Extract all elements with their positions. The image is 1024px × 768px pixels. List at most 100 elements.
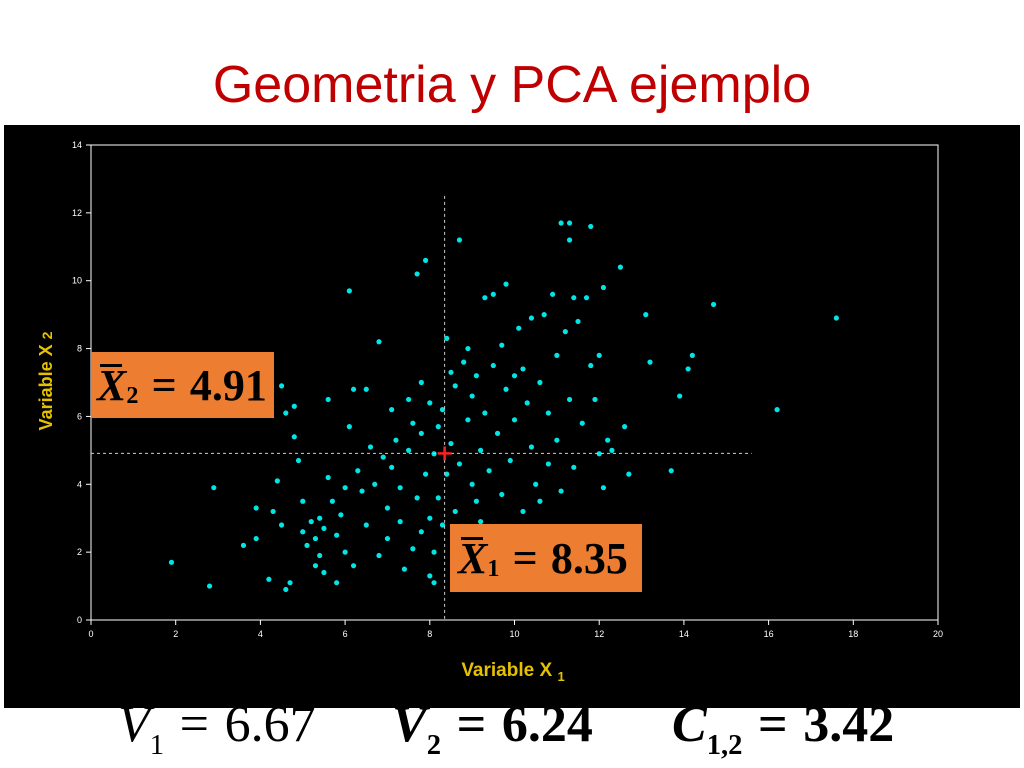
formula-c12-equals: = bbox=[758, 696, 788, 753]
formula-c12-symbol: C bbox=[672, 696, 707, 753]
data-point bbox=[566, 396, 573, 403]
data-point bbox=[274, 478, 280, 484]
data-point bbox=[401, 566, 407, 572]
mean-x2-equals: = bbox=[151, 360, 177, 410]
data-point bbox=[486, 468, 492, 474]
data-point bbox=[596, 352, 602, 358]
y-tick-label: 12 bbox=[72, 208, 82, 218]
y-axis-label-sub: 2 bbox=[39, 331, 55, 339]
data-point bbox=[541, 312, 547, 318]
data-point bbox=[558, 488, 564, 494]
data-point bbox=[321, 569, 327, 576]
data-point bbox=[503, 386, 509, 392]
data-point bbox=[253, 505, 259, 511]
mean-x2-subscript: 2 bbox=[126, 381, 139, 409]
data-point bbox=[253, 535, 259, 542]
data-point bbox=[507, 457, 513, 464]
data-point bbox=[312, 563, 319, 569]
data-point bbox=[435, 424, 441, 430]
mean-x2-symbol: X bbox=[97, 360, 126, 411]
data-point bbox=[414, 495, 420, 501]
data-point bbox=[300, 529, 306, 535]
data-point bbox=[444, 335, 450, 341]
data-point bbox=[562, 329, 568, 335]
slide-title: Geometria y PCA ejemplo bbox=[212, 56, 812, 114]
x-tick-label: 12 bbox=[594, 629, 604, 639]
data-point bbox=[499, 342, 505, 348]
data-point bbox=[473, 498, 479, 504]
data-point bbox=[384, 505, 391, 511]
data-point bbox=[266, 576, 272, 582]
data-point bbox=[456, 461, 463, 467]
data-point bbox=[346, 288, 352, 294]
data-point bbox=[278, 383, 285, 389]
data-point bbox=[406, 447, 412, 453]
data-point bbox=[312, 535, 319, 542]
data-point bbox=[677, 393, 683, 399]
data-point bbox=[448, 440, 454, 447]
x-tick-label: 2 bbox=[173, 629, 178, 639]
formula-v1-symbol: V bbox=[118, 696, 150, 753]
formula-v1-subscript: 1 bbox=[149, 729, 165, 761]
x-tick-label: 0 bbox=[88, 629, 93, 639]
data-point bbox=[342, 485, 348, 491]
data-point bbox=[516, 325, 522, 331]
data-point bbox=[710, 301, 717, 308]
x-tick-label: 10 bbox=[509, 629, 519, 639]
data-point bbox=[444, 471, 450, 477]
data-point bbox=[448, 369, 454, 375]
data-point bbox=[325, 396, 331, 403]
data-point bbox=[545, 410, 551, 416]
data-point bbox=[308, 519, 314, 525]
data-point bbox=[554, 352, 560, 358]
data-point bbox=[511, 417, 518, 423]
data-point bbox=[774, 407, 780, 413]
data-point bbox=[287, 580, 293, 586]
data-point bbox=[452, 508, 458, 515]
data-point bbox=[537, 379, 543, 386]
data-point bbox=[350, 563, 357, 569]
y-tick-label: 2 bbox=[77, 547, 82, 557]
data-point bbox=[689, 352, 695, 358]
formula-c12-subscript: 1,2 bbox=[706, 729, 743, 761]
formula-v2: V2 = 6.24 bbox=[392, 695, 593, 765]
data-point bbox=[427, 400, 433, 406]
x-axis-label-sub: 1 bbox=[557, 669, 564, 684]
data-point bbox=[579, 420, 585, 426]
data-point bbox=[363, 522, 369, 528]
data-point bbox=[456, 237, 463, 243]
x-tick-label: 16 bbox=[764, 629, 774, 639]
data-point bbox=[427, 573, 433, 579]
mean-x1-equals: = bbox=[512, 533, 538, 583]
data-point bbox=[168, 559, 175, 565]
data-point bbox=[461, 359, 467, 365]
mean-x2-box: X 2 = 4.91 bbox=[91, 352, 274, 418]
data-point bbox=[490, 291, 496, 297]
mean-x1-box: X 1 = 8.35 bbox=[450, 524, 642, 592]
data-point bbox=[554, 437, 560, 443]
data-point bbox=[482, 295, 488, 301]
data-point bbox=[668, 468, 674, 474]
data-point bbox=[558, 220, 564, 226]
data-point bbox=[490, 362, 496, 369]
data-point bbox=[622, 424, 628, 430]
data-point bbox=[418, 379, 424, 386]
data-point bbox=[499, 491, 505, 498]
data-point bbox=[550, 291, 556, 297]
data-points bbox=[168, 220, 839, 593]
data-point bbox=[588, 362, 594, 369]
data-point bbox=[626, 471, 632, 477]
data-point bbox=[537, 498, 543, 504]
data-point bbox=[469, 393, 475, 399]
data-point bbox=[291, 434, 297, 440]
x-tick-label: 14 bbox=[679, 629, 689, 639]
data-point bbox=[363, 386, 369, 392]
mean-x1-symbol: X bbox=[458, 533, 487, 584]
data-point bbox=[465, 417, 471, 423]
data-point bbox=[329, 498, 335, 504]
formula-v1-equals: = bbox=[179, 696, 209, 753]
data-point bbox=[359, 488, 365, 494]
formula-v1-value: 6.67 bbox=[224, 696, 316, 753]
data-point bbox=[435, 495, 441, 501]
